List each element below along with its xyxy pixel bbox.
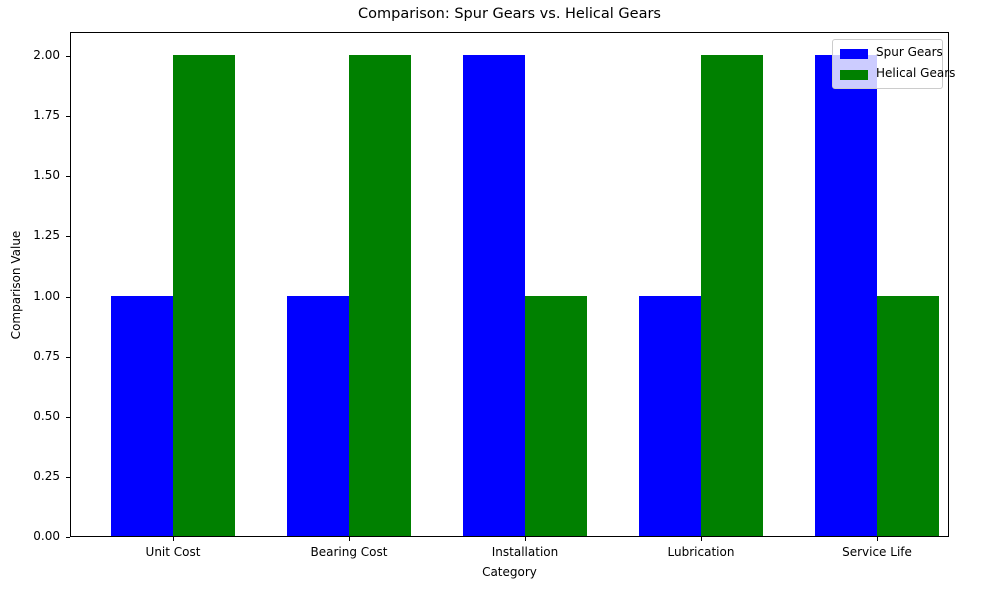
x-tick-label: Bearing Cost	[310, 545, 388, 559]
y-tick-label: 1.50	[33, 168, 60, 183]
y-tick-label: 2.00	[33, 48, 60, 63]
chart-title: Comparison: Spur Gears vs. Helical Gears	[358, 6, 661, 22]
legend: Spur Gears Helical Gears	[832, 39, 955, 89]
bar-spur-gears-lubrication	[639, 295, 701, 536]
x-tick-label: Installation	[491, 545, 559, 559]
y-tick-label: 0.75	[33, 348, 60, 363]
bar-helical-gears-lubrication	[701, 55, 763, 536]
y-tick-label: 1.75	[33, 108, 60, 123]
bar-helical-gears-unit-cost	[173, 55, 235, 536]
x-axis-label: Category	[482, 565, 537, 579]
plot-area	[70, 32, 949, 537]
y-tick-label: 0.50	[33, 408, 60, 423]
x-tick-label: Lubrication	[667, 545, 735, 559]
bar-spur-gears-installation	[463, 55, 525, 536]
y-tick-label: 0.00	[33, 529, 60, 543]
x-tick-label: Service Life	[842, 545, 912, 559]
legend-label-helical: Helical Gears	[876, 66, 956, 80]
bar-spur-gears-bearing-cost	[287, 295, 349, 536]
x-tick-label: Unit Cost	[145, 545, 201, 559]
bar-helical-gears-installation	[525, 295, 587, 536]
bar-spur-gears-service-life	[815, 55, 877, 536]
y-axis-label: Comparison Value	[9, 230, 23, 340]
y-tick-label: 0.25	[33, 468, 60, 483]
y-tick-label: 1.25	[33, 228, 60, 243]
legend-label-spur: Spur Gears	[876, 45, 943, 59]
bar-helical-gears-bearing-cost	[349, 55, 411, 536]
y-tick-label: 1.00	[33, 288, 60, 303]
legend-swatch-helical	[840, 70, 868, 80]
legend-swatch-spur	[840, 49, 868, 59]
bar-helical-gears-service-life	[877, 295, 939, 536]
bar-spur-gears-unit-cost	[111, 295, 173, 536]
